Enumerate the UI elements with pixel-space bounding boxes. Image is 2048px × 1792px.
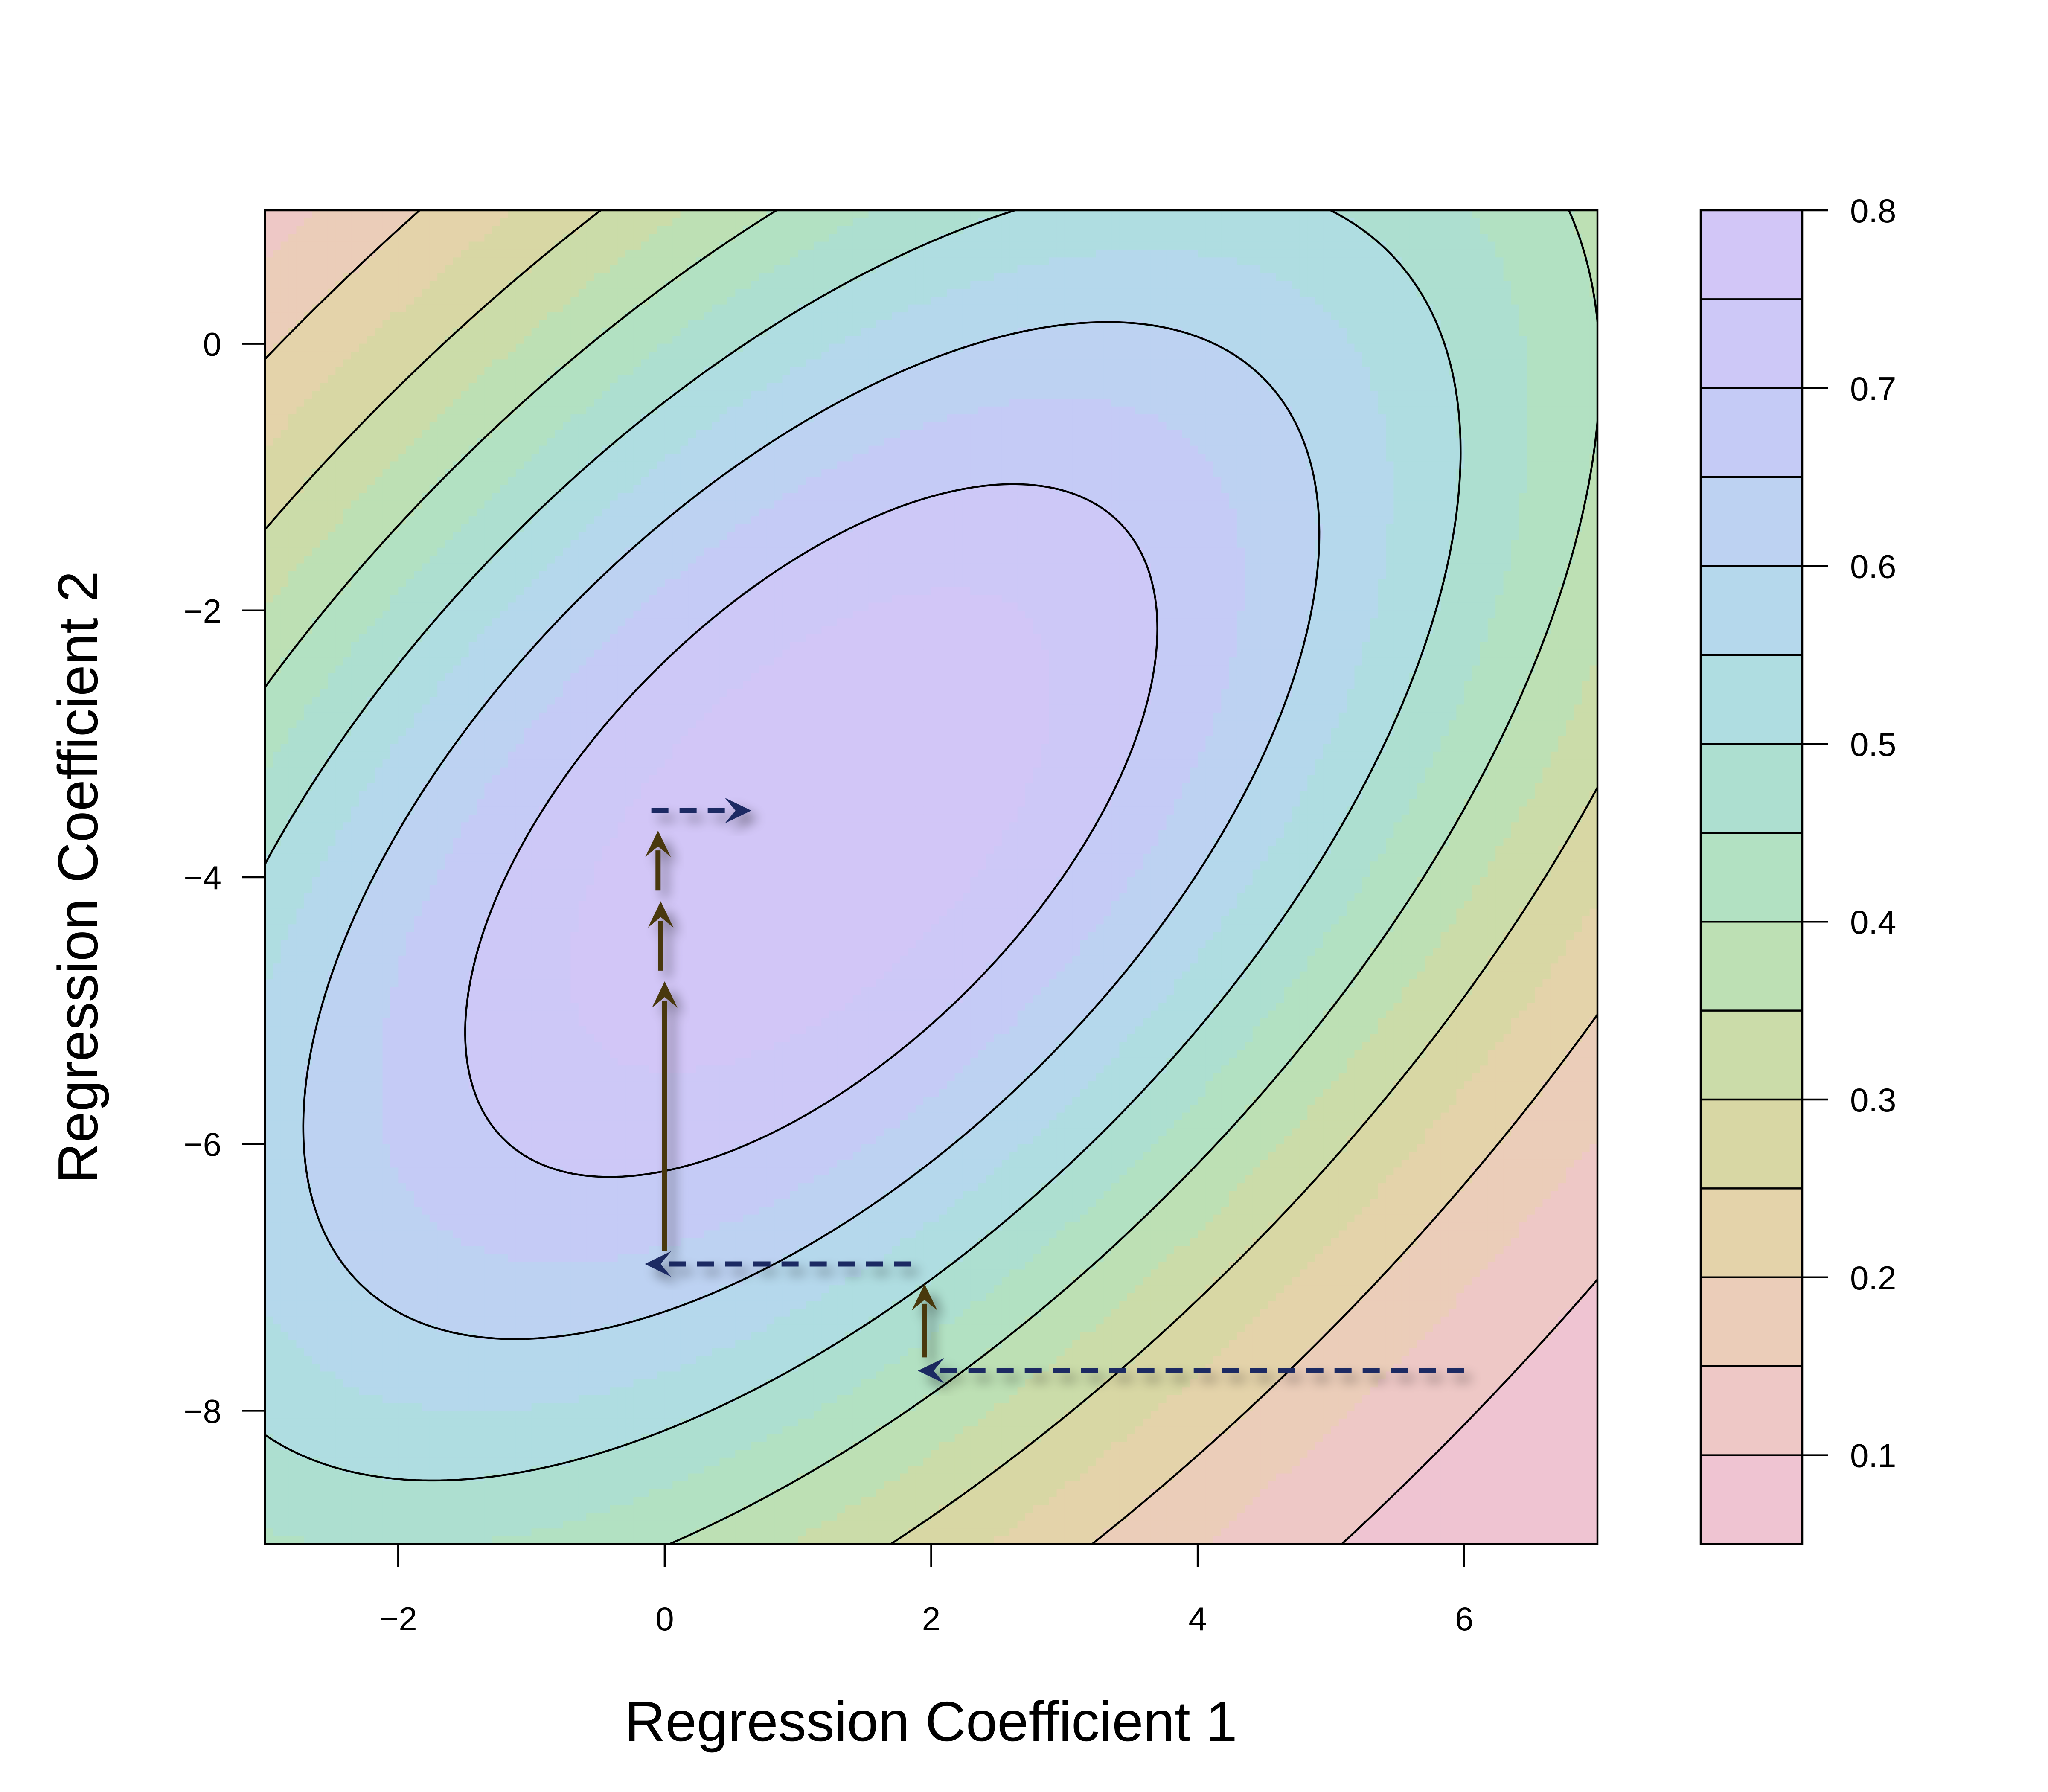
colorbar-band (1701, 388, 1802, 477)
x-tick-label: −2 (379, 1600, 417, 1638)
y-tick-label: −4 (183, 859, 221, 896)
colorbar-band (1701, 1277, 1802, 1366)
colorbar-tick-label: 0.6 (1850, 548, 1896, 585)
colorbar-tick-label: 0.5 (1850, 725, 1896, 763)
colorbar-band (1701, 210, 1802, 299)
colorbar-band (1701, 922, 1802, 1010)
colorbar-tick-label: 0.4 (1850, 903, 1896, 941)
y-tick-label: −6 (183, 1126, 221, 1163)
x-tick-label: 4 (1188, 1600, 1207, 1638)
colorbar-band (1701, 1100, 1802, 1188)
x-tick-label: 2 (922, 1600, 940, 1638)
colorbar-band (1701, 566, 1802, 655)
x-tick-label: 0 (655, 1600, 674, 1638)
colorbar-tick-label: 0.7 (1850, 370, 1896, 407)
colorbar-band (1701, 833, 1802, 922)
colorbar-band (1701, 1455, 1802, 1544)
filled-contour-surface (265, 210, 1598, 1545)
y-tick-label: −8 (183, 1392, 221, 1430)
colorbar-band (1701, 1011, 1802, 1100)
colorbar-tick-label: 0.3 (1850, 1081, 1896, 1119)
y-axis-title: Regression Coefficient 2 (47, 571, 109, 1184)
colorbar-band (1701, 299, 1802, 388)
colorbar-legend: 0.1 0.2 0.3 0.4 0.5 0.6 0.7 0.8 (1701, 192, 1896, 1544)
colorbar-tick-label: 0.2 (1850, 1259, 1896, 1297)
x-tick-label: 6 (1455, 1600, 1473, 1638)
x-axis: −2 0 2 4 6 (379, 1544, 1474, 1638)
y-tick-label: −2 (183, 592, 221, 630)
colorbar-band (1701, 744, 1802, 832)
colorbar-band (1701, 655, 1802, 744)
y-axis: −8 −6 −4 −2 0 (183, 326, 265, 1430)
colorbar-band (1701, 477, 1802, 566)
colorbar-band (1701, 1366, 1802, 1455)
colorbar-band (1701, 1188, 1802, 1277)
colorbar-tick-label: 0.1 (1850, 1437, 1896, 1475)
y-tick-label: 0 (203, 326, 221, 363)
x-axis-title: Regression Coefficient 1 (625, 1690, 1237, 1753)
colorbar-tick-label: 0.8 (1850, 192, 1896, 230)
